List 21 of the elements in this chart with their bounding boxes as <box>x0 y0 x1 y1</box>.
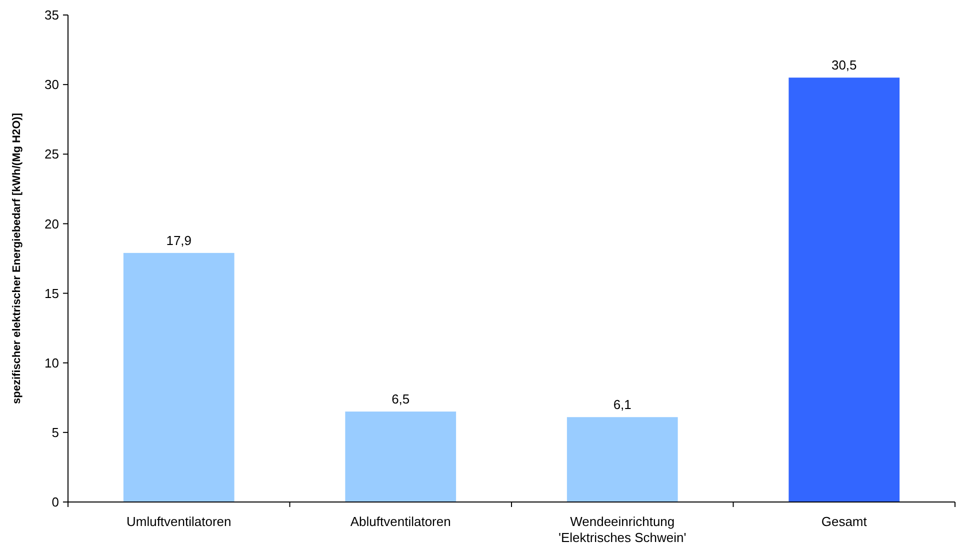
x-tick-label: Gesamt <box>821 514 868 529</box>
data-label: 17,9 <box>166 232 192 248</box>
x-tick-label: Umluftventilatoren <box>126 514 232 529</box>
y-tick-label: 30 <box>44 77 59 92</box>
data-label: 6,1 <box>613 397 632 412</box>
bar <box>566 417 678 502</box>
x-tick-label: Abluftventilatoren <box>350 514 451 529</box>
y-tick-label: 35 <box>44 8 59 23</box>
y-tick-label: 5 <box>52 424 59 440</box>
bar <box>123 252 234 502</box>
bar <box>345 412 456 502</box>
y-axis-title: spezifischer elektrischer Energiebedarf [kWh/(Mg H2O)] <box>11 112 23 404</box>
bar <box>788 78 900 502</box>
data-label: 30,5 <box>831 58 857 73</box>
y-tick-label: 25 <box>44 146 59 162</box>
y-tick-label: 10 <box>44 355 59 370</box>
y-tick-label: 15 <box>44 286 59 301</box>
y-tick-label: 0 <box>52 494 59 510</box>
x-tick-label: Wendeeinrichtung 'Elektrisches Schwein' <box>558 514 686 545</box>
data-label: 6,5 <box>392 392 410 407</box>
y-tick-label: 20 <box>44 216 59 232</box>
